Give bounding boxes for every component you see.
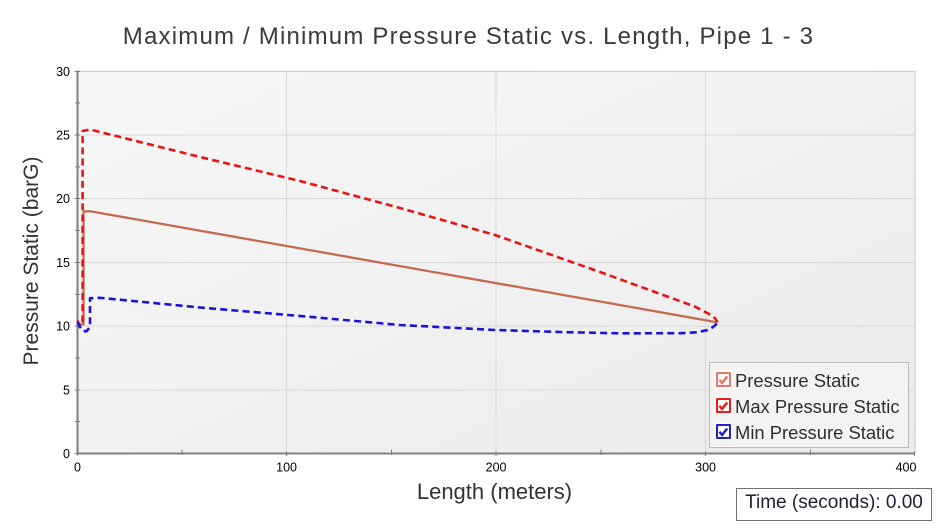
svg-text:25: 25 [56,129,70,143]
svg-text:20: 20 [56,192,70,206]
svg-text:0: 0 [63,447,70,461]
svg-text:10: 10 [56,320,70,334]
svg-text:200: 200 [486,461,507,475]
svg-text:100: 100 [276,461,297,475]
svg-text:0: 0 [74,461,81,475]
svg-text:30: 30 [56,65,70,79]
svg-text:15: 15 [56,256,70,270]
svg-text:5: 5 [63,383,70,397]
svg-text:400: 400 [896,461,917,475]
svg-text:300: 300 [695,461,716,475]
